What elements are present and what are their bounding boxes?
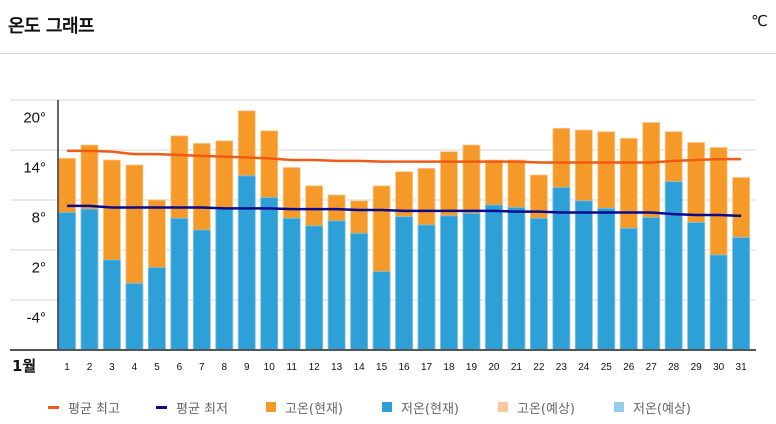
x-tick-label: 29: [691, 362, 703, 373]
legend-item[interactable]: 평균 최고: [48, 396, 120, 418]
y-tick-label: 20°: [23, 110, 46, 127]
x-tick-label: 16: [398, 362, 410, 373]
legend-item[interactable]: 평균 최저: [156, 396, 228, 418]
low-temp-bar: [125, 282, 144, 351]
x-tick-label: 24: [578, 362, 590, 373]
x-axis-label: 1월: [12, 357, 36, 375]
low-temp-bar: [462, 212, 481, 351]
low-temp-bar: [305, 225, 324, 351]
chart-legend: 평균 최고 평균 최저 고온(현재) 저온(현재) 고온(예상) 저온(예상): [0, 396, 776, 418]
x-tick-label: 8: [222, 362, 228, 373]
low-temp-bar: [350, 232, 369, 351]
legend-label: 평균 최고: [68, 401, 120, 417]
low-temp-bar: [260, 197, 279, 351]
low-temp-bar: [485, 204, 503, 351]
low-temp-bar: [395, 216, 413, 351]
x-tick-label: 31: [736, 362, 748, 373]
x-tick-label: 10: [264, 362, 276, 373]
low-temp-bar: [507, 207, 526, 351]
x-tick-label: 18: [443, 362, 455, 373]
legend-item[interactable]: 고온(예상): [498, 396, 575, 418]
avg-low-line: [67, 204, 742, 218]
chart-header: 온도 그래프 ℃: [0, 0, 776, 54]
legend-square-icon: [382, 402, 392, 412]
y-tick-label: 2°: [32, 260, 46, 277]
x-tick-label: 4: [132, 362, 138, 373]
low-temp-bar: [709, 254, 728, 351]
x-tick-label: 22: [533, 362, 545, 373]
y-tick-label: 14°: [23, 160, 46, 177]
low-temp-bar: [529, 217, 548, 351]
x-tick-label: 27: [646, 362, 658, 373]
low-temp-bar: [237, 175, 256, 351]
low-temp-bar: [327, 220, 346, 351]
low-temp-bar: [417, 224, 436, 351]
x-tick-label: 12: [309, 362, 321, 373]
legend-square-icon: [614, 402, 624, 412]
low-temp-bar: [664, 181, 683, 351]
x-tick-label: 21: [511, 362, 523, 373]
x-tick-label: 19: [466, 362, 478, 373]
legend-label: 저온(예상): [633, 401, 691, 417]
unit-label: ℃: [751, 12, 768, 30]
legend-item[interactable]: 저온(예상): [614, 396, 691, 418]
low-temp-bar: [642, 217, 661, 351]
x-tick-label: 20: [488, 362, 500, 373]
low-temp-bar: [192, 229, 211, 351]
y-tick-label: -4°: [27, 310, 46, 327]
x-tick-label: 1: [64, 362, 70, 373]
legend-line-icon: [156, 405, 167, 409]
legend-square-icon: [266, 402, 276, 412]
x-tick-label: 7: [199, 362, 205, 373]
x-tick-label: 13: [331, 362, 343, 373]
low-temp-bar: [147, 267, 166, 351]
x-tick-label: 3: [109, 362, 115, 373]
page-title: 온도 그래프: [8, 16, 95, 37]
low-temp-bar: [687, 222, 706, 351]
low-temp-bar: [619, 227, 638, 351]
x-tick-label: 6: [177, 362, 183, 373]
x-tick-label: 14: [354, 362, 366, 373]
x-tick-label: 11: [287, 362, 298, 373]
legend-line-icon: [48, 405, 59, 409]
low-temp-bar: [80, 208, 99, 351]
legend-item[interactable]: 고온(현재): [266, 396, 343, 418]
legend-label: 평균 최저: [176, 401, 228, 417]
x-tick-label: 9: [244, 362, 250, 373]
x-tick-label: 28: [668, 362, 680, 373]
x-tick-label: 2: [87, 362, 93, 373]
x-tick-label: 23: [556, 362, 568, 373]
legend-item[interactable]: 저온(현재): [382, 396, 459, 418]
low-temp-bar: [103, 259, 121, 351]
low-temp-bar: [170, 217, 189, 351]
low-temp-bar: [215, 208, 234, 351]
temperature-chart: 20°14°8°2°-4°1 2 3 4 5 6 7 8 9 10 11 12 13 14 15 16 17 18…: [10, 99, 756, 375]
low-temp-bar: [597, 207, 616, 351]
low-temp-bar: [574, 200, 593, 351]
x-tick-label: 5: [154, 362, 160, 373]
low-temp-bar: [440, 215, 458, 351]
legend-square-icon: [498, 402, 508, 412]
legend-label: 고온(현재): [285, 401, 343, 417]
y-tick-label: 8°: [32, 210, 46, 227]
legend-label: 저온(현재): [401, 401, 459, 417]
low-temp-bar: [732, 237, 750, 351]
low-temp-bar: [372, 271, 391, 351]
x-tick-label: 26: [623, 362, 635, 373]
x-tick-label: 17: [421, 362, 433, 373]
low-temp-bar: [282, 217, 301, 351]
x-tick-label: 30: [713, 362, 725, 373]
low-temp-bar: [58, 212, 76, 351]
avg-high-line: [67, 149, 742, 164]
legend-label: 고온(예상): [517, 401, 575, 417]
x-tick-label: 15: [376, 362, 388, 373]
x-tick-label: 25: [601, 362, 613, 373]
